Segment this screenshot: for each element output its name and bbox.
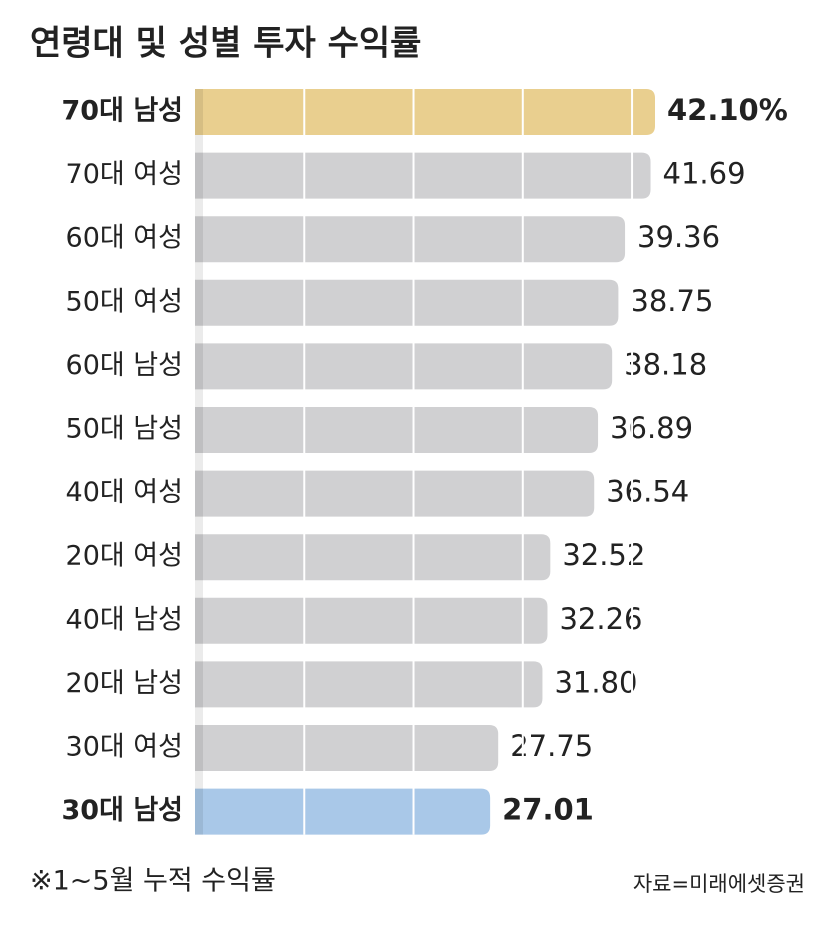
value-label: 39.36 [637,220,720,254]
category-label: 60대 남성 [66,350,183,381]
bar [195,216,626,263]
value-label: 32.26 [559,602,642,636]
category-label: 30대 남성 [62,795,184,826]
bar [195,407,599,453]
chart-title: 연령대 및 성별 투자 수익률 [30,24,421,64]
bar [195,470,595,517]
category-label: 40대 남성 [66,604,183,635]
bar [195,534,551,581]
value-label: 27.75 [510,729,593,763]
value-label: 41.69 [663,157,746,191]
bar [195,152,651,199]
category-label: 70대 남성 [62,96,184,127]
value-label: 31.80 [554,665,637,699]
value-label: 36.54 [606,475,689,509]
category-label: 20대 여성 [66,541,183,572]
category-label: 70대 여성 [66,159,183,190]
bar [195,788,491,835]
bar [195,597,548,644]
category-label: 60대 여성 [66,223,183,254]
bar [195,661,543,708]
value-label: 38.18 [624,347,707,381]
category-label: 40대 여성 [66,477,183,508]
source: 자료=미래에셋증권 [633,872,805,896]
value-label: 27.01 [502,793,594,827]
bar [195,725,499,771]
note: ※1~5월 누적 수익률 [30,866,276,897]
category-label: 50대 남성 [66,414,183,445]
bar [195,343,613,390]
category-label: 50대 여성 [66,286,183,317]
value-label: 38.75 [630,284,713,318]
value-label: 42.10% [667,93,788,127]
category-label: 20대 남성 [66,668,183,699]
bar-shadow [195,89,203,835]
category-label: 30대 여성 [66,732,183,763]
bar [195,89,655,135]
value-label: 36.89 [610,411,693,445]
bar [195,279,619,326]
